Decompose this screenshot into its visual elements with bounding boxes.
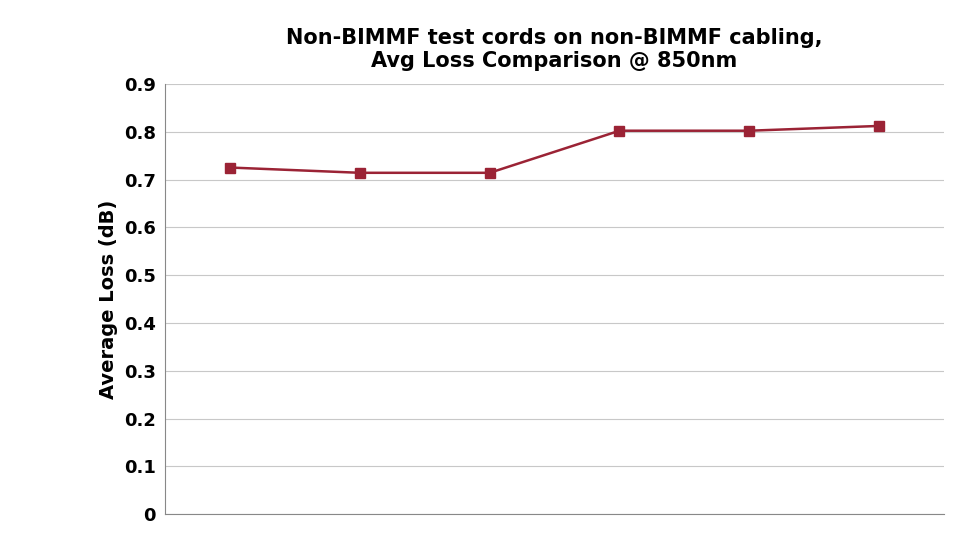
Y-axis label: Average Loss (dB): Average Loss (dB) [99, 200, 118, 399]
Title: Non-BIMMF test cords on non-BIMMF cabling,
Avg Loss Comparison @ 850nm: Non-BIMMF test cords on non-BIMMF cablin… [286, 28, 823, 71]
